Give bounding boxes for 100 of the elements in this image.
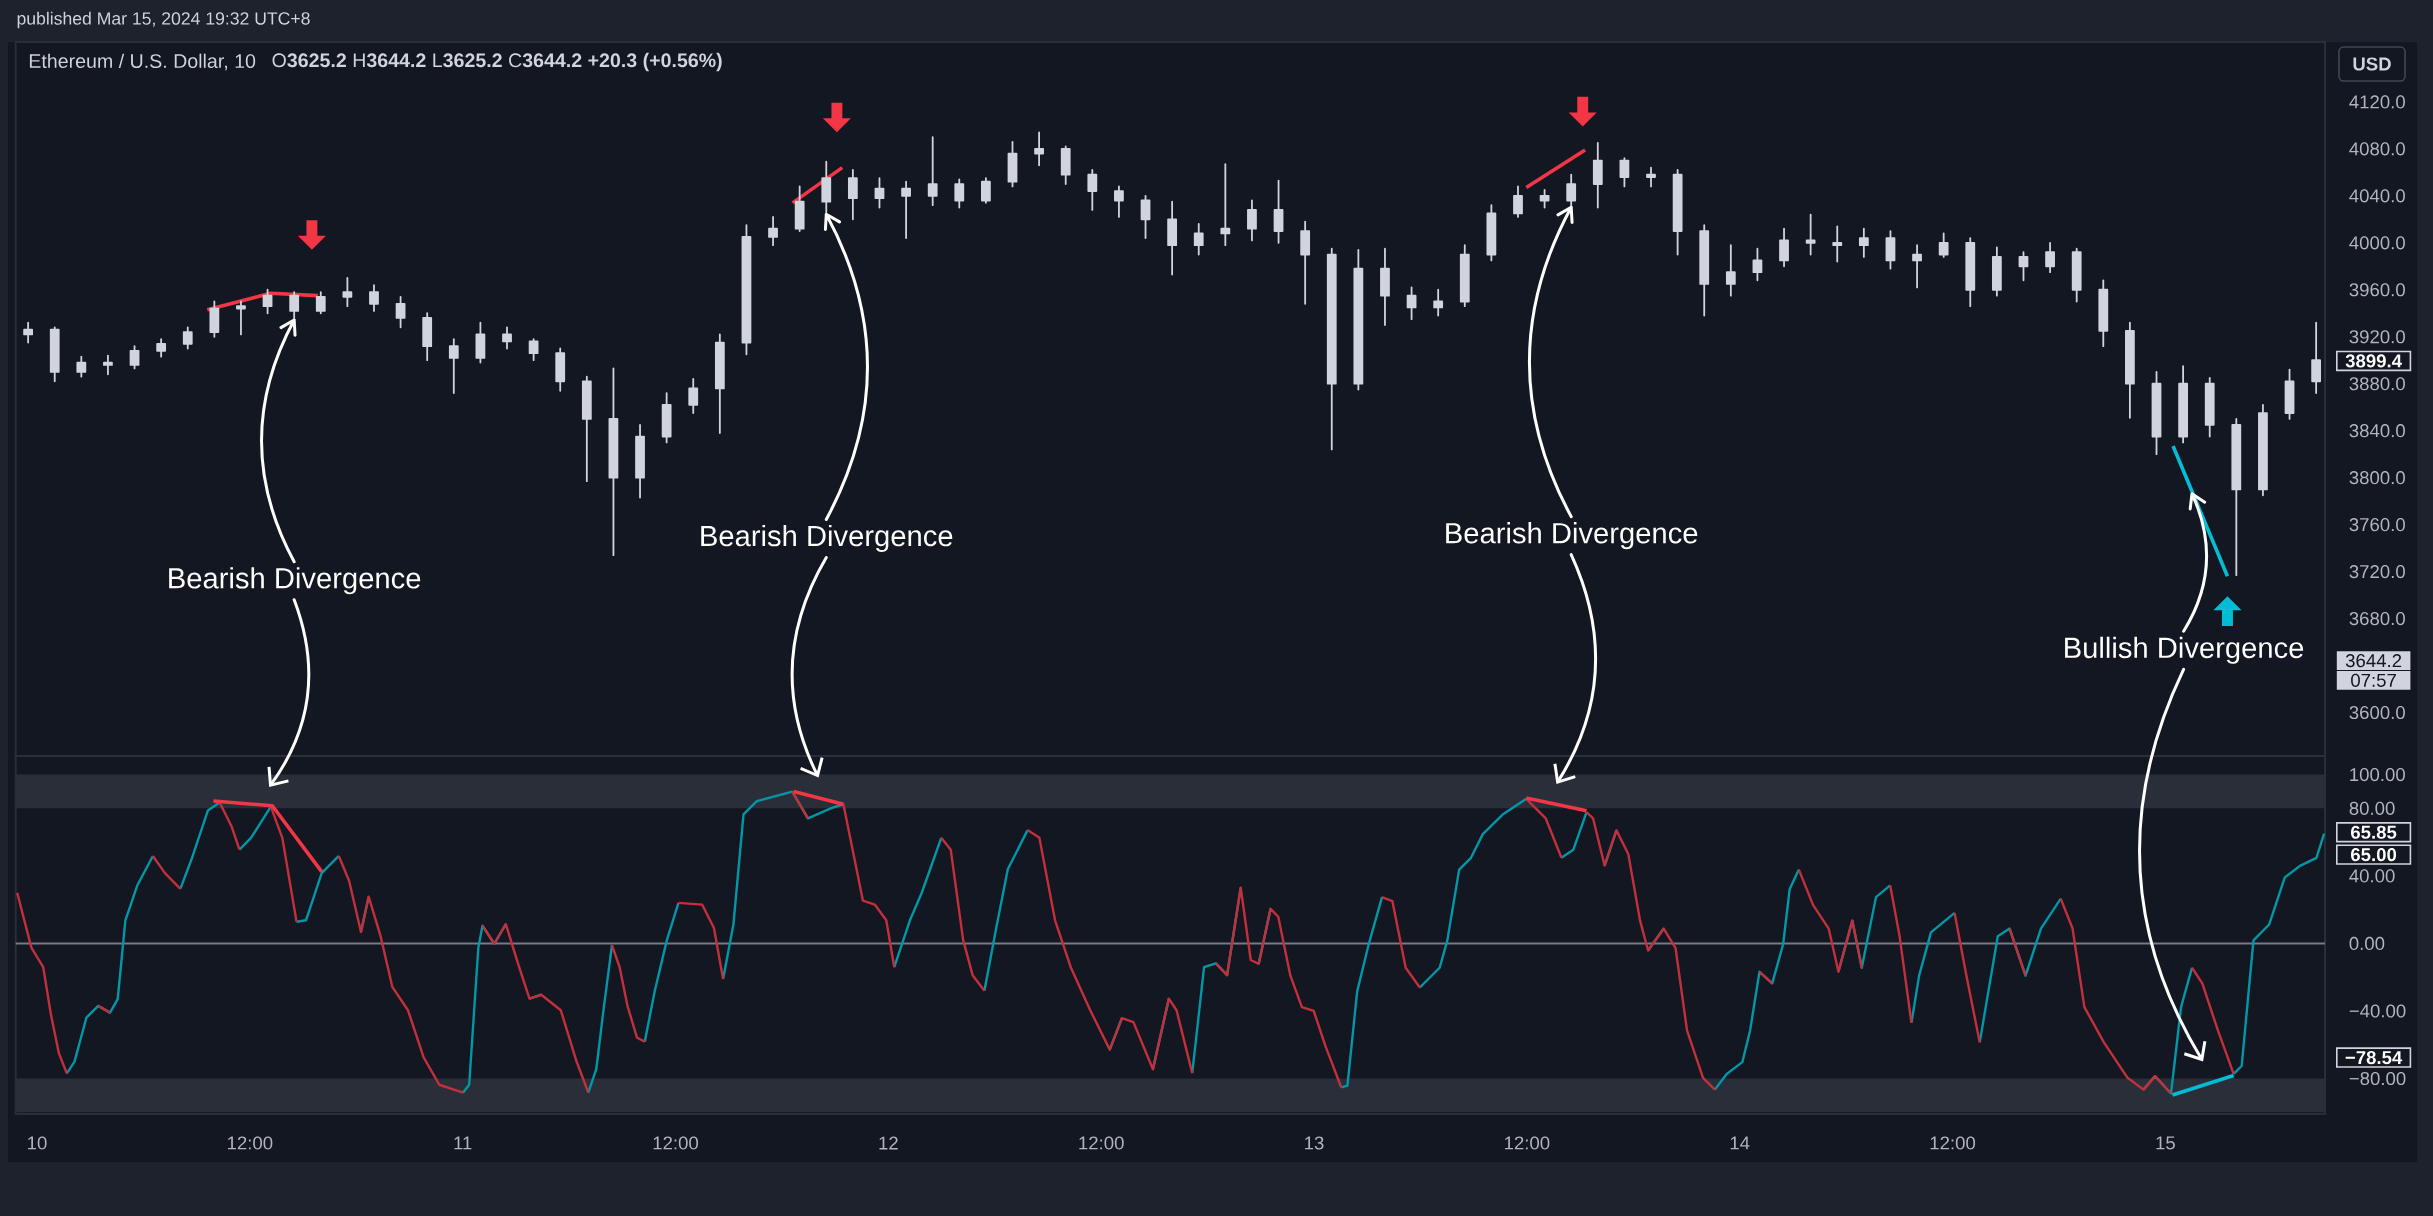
candlestick xyxy=(1725,244,1736,297)
candlestick xyxy=(847,169,858,221)
annotation: Bullish Divergence xyxy=(2065,636,2304,664)
candlestick xyxy=(1912,244,1922,289)
x-tick-label: 12:00 xyxy=(1079,1136,1124,1150)
candlestick xyxy=(741,224,752,356)
candlestick xyxy=(129,345,140,370)
candlestick xyxy=(103,354,113,376)
candlestick xyxy=(156,338,167,358)
y-tick-label: 3644.2 xyxy=(2345,654,2402,668)
candlestick xyxy=(1353,248,1364,391)
candlestick xyxy=(1513,185,1523,218)
y-tick-label: 3920.0 xyxy=(2349,330,2405,344)
y-tick-label: −80.00 xyxy=(2349,1071,2406,1086)
candlestick xyxy=(2071,247,2082,303)
x-tick-label: 12:00 xyxy=(1930,1136,1976,1150)
candlestick xyxy=(1034,131,1044,167)
candlestick xyxy=(1433,288,1444,317)
candlestick xyxy=(1566,173,1577,207)
annotation: 3899.4 xyxy=(2345,354,2402,368)
candlestick xyxy=(1220,163,1231,247)
x-tick-label: 13 xyxy=(1305,1136,1324,1150)
candlestick xyxy=(1300,220,1311,305)
candlestick xyxy=(1991,246,2002,297)
x-tick-label: 12:00 xyxy=(228,1136,273,1150)
candlestick xyxy=(528,338,539,362)
y-tick-label: 3800.0 xyxy=(2349,471,2405,485)
candlestick xyxy=(1060,145,1071,185)
candlestick xyxy=(1459,244,1470,308)
y-tick-label: 0.00 xyxy=(2349,936,2385,951)
candlestick xyxy=(236,300,246,336)
annotation: −78.54 xyxy=(2345,1050,2403,1065)
y-tick-label: 3840.0 xyxy=(2349,424,2405,438)
candlestick xyxy=(1672,169,1683,256)
candlestick xyxy=(1938,232,1949,258)
x-tick-label: 14 xyxy=(1730,1136,1750,1150)
candlestick xyxy=(1779,227,1789,268)
y-axis-title: USD xyxy=(2353,57,2391,71)
y-tick-label: 100.00 xyxy=(2350,767,2405,782)
annotation: Bearish Divergence xyxy=(169,567,421,595)
candlestick xyxy=(1193,223,1204,256)
candlestick xyxy=(1087,169,1098,211)
candlestick xyxy=(2258,403,2268,497)
candlestick xyxy=(76,355,87,378)
candlestick xyxy=(23,321,34,344)
candlestick xyxy=(1646,166,1656,188)
annotation: Bearish Divergence xyxy=(701,524,953,553)
candlestick xyxy=(927,136,938,207)
candlestick xyxy=(342,277,353,308)
y-tick-label: 40.00 xyxy=(2349,869,2395,883)
candlestick xyxy=(661,392,672,444)
candlestick xyxy=(1167,200,1178,276)
candlestick xyxy=(981,177,991,204)
y-tick-label: 3680.0 xyxy=(2349,612,2405,626)
annotation: 65.85 xyxy=(2351,825,2397,839)
candlestick xyxy=(1699,224,1710,317)
candlestick xyxy=(581,375,592,483)
candlestick xyxy=(901,180,911,240)
text: 07:57 xyxy=(2351,673,2396,687)
point xyxy=(1568,96,1597,127)
candlestick xyxy=(2204,376,2215,438)
point xyxy=(822,102,851,133)
candlestick xyxy=(289,291,300,319)
candlestick xyxy=(2231,418,2242,577)
candlestick xyxy=(1832,225,1843,263)
y-tick-label: 3600.0 xyxy=(2349,705,2405,720)
candlestick xyxy=(954,178,965,209)
y-tick-label: 3960.0 xyxy=(2349,283,2405,297)
candlestick xyxy=(1486,204,1497,262)
candlestick xyxy=(209,300,220,338)
candlestick xyxy=(182,326,193,350)
y-tick-label: 3760.0 xyxy=(2349,518,2405,532)
candlestick xyxy=(2045,241,2055,274)
candlestick xyxy=(635,423,645,499)
candlestick xyxy=(821,160,832,214)
candlestick xyxy=(2311,321,2322,395)
x-tick-label: 12 xyxy=(879,1136,898,1150)
candlestick xyxy=(768,216,778,247)
candlestick xyxy=(714,333,725,434)
candlestick xyxy=(369,284,379,312)
y-tick-label: 4040.0 xyxy=(2349,189,2405,203)
candlestick xyxy=(2178,365,2189,444)
candlestick xyxy=(794,185,805,232)
annotation: Bearish Divergence xyxy=(1446,522,1698,550)
text: O3625.2 H3644.2 L3625.2 C3644.2 +20.3 (+0.56%) xyxy=(272,52,722,72)
x-tick-label: 10 xyxy=(28,1136,47,1150)
candlestick xyxy=(1114,185,1124,218)
x-tick-label: 12:00 xyxy=(1505,1136,1550,1150)
point xyxy=(297,220,326,250)
y-tick-label: 4120.0 xyxy=(2349,95,2405,109)
y-tick-label: −40.00 xyxy=(2349,1004,2406,1018)
candlestick xyxy=(502,326,512,350)
y-tick-label: 3720.0 xyxy=(2349,565,2405,579)
candlestick xyxy=(1805,213,1816,256)
candlestick xyxy=(1592,142,1603,209)
candlestick xyxy=(422,312,433,362)
candlestick xyxy=(315,291,326,315)
text: published Mar 15, 2024 19:32 UTC+8 xyxy=(17,11,310,29)
candlestick xyxy=(1326,247,1337,451)
y-tick-label: 4000.0 xyxy=(2349,236,2405,250)
